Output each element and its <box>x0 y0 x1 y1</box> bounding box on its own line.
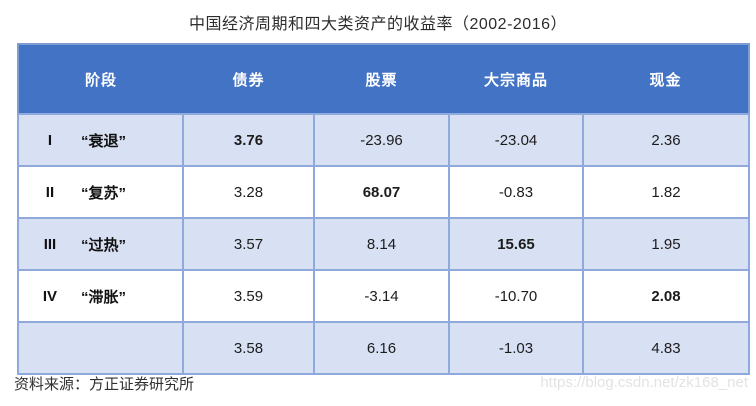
header-row: 阶段 债券 股票 大宗商品 现金 <box>18 44 749 114</box>
value-cell: 3.76 <box>182 113 315 167</box>
table-row-average: 3.58 6.16 -1.03 4.83 <box>17 321 750 375</box>
phase-numeral: II <box>45 183 55 201</box>
phase-cell: III “过热” <box>17 217 184 271</box>
chart-title: 中国经济周期和四大类资产的收益率（2002-2016） <box>188 16 568 33</box>
phase-cell: II “复苏” <box>17 165 184 219</box>
value-cell: -23.04 <box>448 113 584 167</box>
value-cell: 3.57 <box>182 217 315 271</box>
phase-cell-empty <box>17 321 184 375</box>
table-row-recovery: II “复苏” 3.28 68.07 -0.83 1.82 <box>17 165 750 219</box>
value-cell: 1.95 <box>582 217 750 271</box>
phase-label: “复苏” <box>80 184 126 202</box>
phase-numeral: IV <box>42 287 58 305</box>
phase-cell: I “衰退” <box>17 113 184 167</box>
phase-label: “滞胀” <box>80 288 126 306</box>
col-header-bonds: 债券 <box>183 44 314 114</box>
value-cell: -23.96 <box>313 113 450 167</box>
source-note: 资料来源：方正证券研究所 <box>14 376 195 393</box>
phase-label: “过热” <box>80 236 126 254</box>
table-row-stagflation: IV “滞胀” 3.59 -3.14 -10.70 2.08 <box>17 269 750 323</box>
value-cell-red: 3.59 <box>182 269 315 323</box>
value-cell: 15.65 <box>448 217 584 271</box>
col-header-cash: 现金 <box>583 44 749 114</box>
table-header: 阶段 债券 股票 大宗商品 现金 <box>18 44 749 114</box>
value-cell: -0.83 <box>448 165 584 219</box>
phase-label: “衰退” <box>80 132 126 150</box>
value-cell: 3.58 <box>182 321 315 375</box>
value-cell: 8.14 <box>313 217 450 271</box>
col-header-phase: 阶段 <box>18 44 183 114</box>
phase-cell: IV “滞胀” <box>17 269 184 323</box>
value-cell: 4.83 <box>582 321 750 375</box>
value-cell: -1.03 <box>448 321 584 375</box>
value-cell: -10.70 <box>448 269 584 323</box>
value-cell: 68.07 <box>313 165 450 219</box>
phase-numeral: I <box>47 131 53 149</box>
value-cell: 1.82 <box>582 165 750 219</box>
value-cell: 3.28 <box>182 165 315 219</box>
col-header-stocks: 股票 <box>314 44 449 114</box>
phase-numeral: III <box>43 235 57 253</box>
asset-returns-table: 阶段 债券 股票 大宗商品 现金 I “衰退” 3.76 -23.96 -23.… <box>17 43 750 375</box>
value-cell: 2.08 <box>582 269 750 323</box>
table-row-overheat: III “过热” 3.57 8.14 15.65 1.95 <box>17 217 750 271</box>
col-header-commodities: 大宗商品 <box>449 44 583 114</box>
table-row-recession: I “衰退” 3.76 -23.96 -23.04 2.36 <box>17 113 750 167</box>
value-cell: 6.16 <box>313 321 450 375</box>
value-cell: 2.36 <box>582 113 750 167</box>
value-cell: -3.14 <box>313 269 450 323</box>
watermark-text: https://blog.csdn.net/zk168_net <box>540 374 748 391</box>
